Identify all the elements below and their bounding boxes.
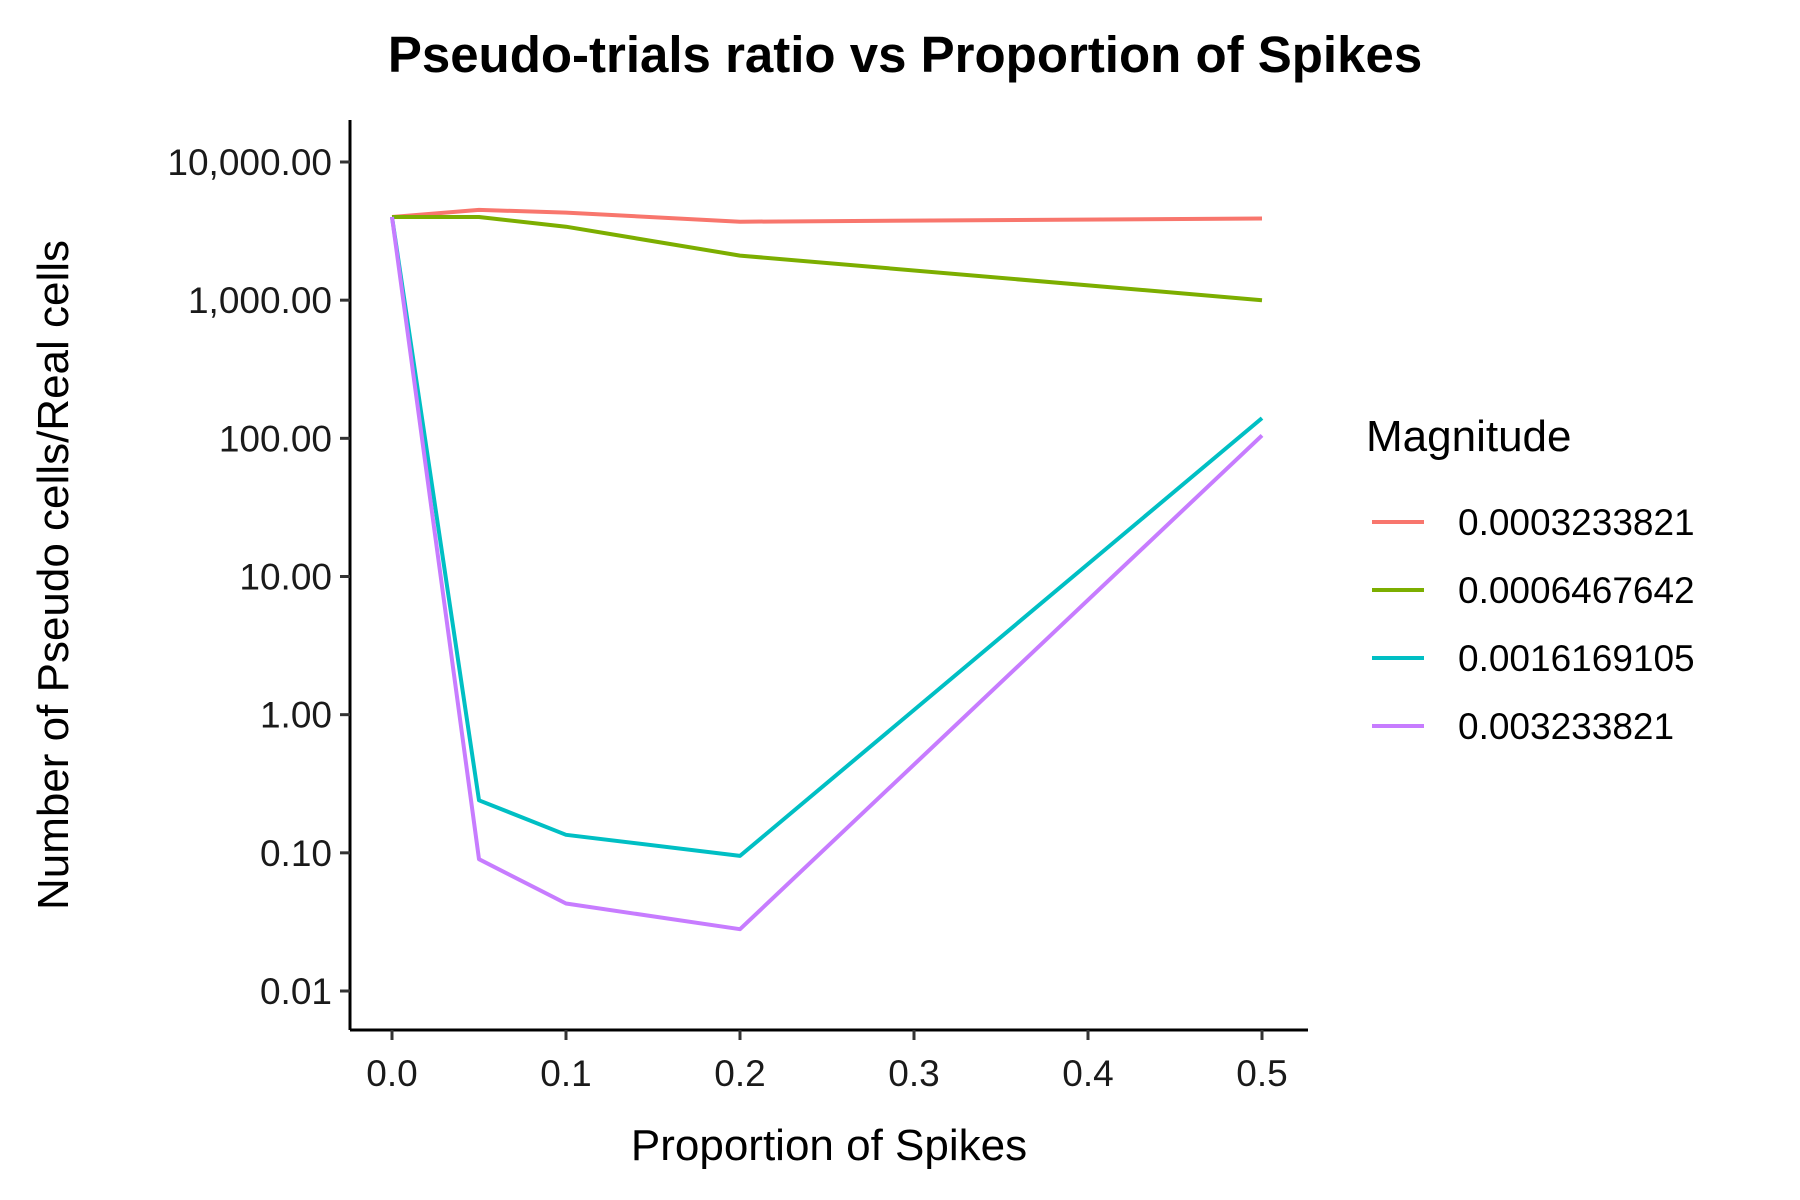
- y-tick-label: 0.10: [260, 833, 332, 874]
- x-tick-label: 0.5: [1236, 1053, 1287, 1094]
- x-tick-label: 0.2: [714, 1053, 765, 1094]
- x-tick-label: 0.3: [888, 1053, 939, 1094]
- legend-label: 0.0016169105: [1458, 638, 1695, 679]
- series-line-3: [390, 216, 1264, 858]
- legend-item: 0.0016169105: [1372, 638, 1695, 679]
- x-axis-title: Proportion of Spikes: [631, 1121, 1027, 1170]
- legend-label: 0.003233821: [1458, 706, 1674, 747]
- y-tick-label: 1,000.00: [188, 280, 332, 321]
- series-line-1: [391, 207, 1263, 224]
- y-tick-label: 100.00: [219, 418, 332, 459]
- y-tick-label: 10.00: [239, 557, 332, 598]
- y-tick-label: 10,000.00: [167, 142, 332, 183]
- y-ticks: 0.01 0.10 1.00 10.00 100.00 1,000.00 10,000.00: [167, 142, 350, 1012]
- legend-label: 0.0003233821: [1458, 502, 1695, 543]
- x-tick-label: 0.4: [1062, 1053, 1113, 1094]
- legend-item: 0.003233821: [1372, 706, 1674, 747]
- y-tick-label: 0.01: [260, 971, 332, 1012]
- x-ticks: 0.0 0.1 0.2 0.3 0.4 0.5: [366, 1030, 1288, 1094]
- series-line-4: [390, 216, 1264, 932]
- plot-lines: [390, 207, 1264, 932]
- legend-title: Magnitude: [1366, 412, 1571, 461]
- chart-title: Pseudo-trials ratio vs Proportion of Spi…: [388, 26, 1422, 83]
- legend-label: 0.0006467642: [1458, 570, 1695, 611]
- series-line-2: [392, 215, 1263, 303]
- legend-item: 0.0006467642: [1372, 570, 1695, 611]
- y-axis-title: Number of Pseudo cells/Real cells: [29, 240, 78, 910]
- x-tick-label: 0.1: [540, 1053, 591, 1094]
- y-tick-label: 1.00: [260, 695, 332, 736]
- legend-item: 0.0003233821: [1372, 502, 1695, 543]
- legend: Magnitude 0.0003233821 0.0006467642 0.0016…: [1366, 412, 1695, 747]
- x-tick-label: 0.0: [366, 1053, 417, 1094]
